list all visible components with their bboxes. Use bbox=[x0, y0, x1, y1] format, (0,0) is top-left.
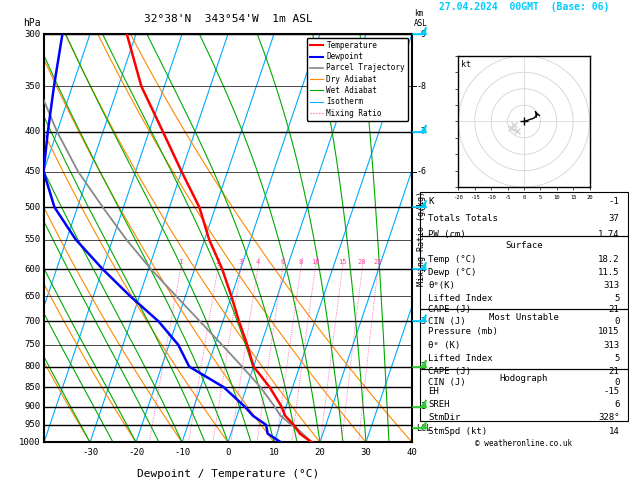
Text: CAPE (J): CAPE (J) bbox=[428, 367, 472, 376]
Text: -1: -1 bbox=[609, 197, 620, 206]
Text: 700: 700 bbox=[25, 317, 40, 326]
Text: 4: 4 bbox=[255, 259, 260, 265]
Text: StmDir: StmDir bbox=[428, 414, 460, 422]
Text: hPa: hPa bbox=[23, 18, 40, 28]
Text: K: K bbox=[428, 197, 434, 206]
Bar bbox=[420, 236, 628, 309]
Text: 313: 313 bbox=[603, 341, 620, 349]
Text: 0: 0 bbox=[225, 449, 231, 457]
Text: Temp (°C): Temp (°C) bbox=[428, 255, 477, 263]
Text: -8: -8 bbox=[416, 82, 426, 91]
Text: 40: 40 bbox=[406, 449, 418, 457]
Bar bbox=[420, 192, 628, 236]
Text: km
ASL: km ASL bbox=[414, 9, 428, 28]
Text: 500: 500 bbox=[25, 203, 40, 212]
Text: Lifted Index: Lifted Index bbox=[428, 294, 493, 303]
Text: -30: -30 bbox=[82, 449, 98, 457]
Text: 20: 20 bbox=[314, 449, 325, 457]
Text: 37: 37 bbox=[609, 214, 620, 223]
Text: -5: -5 bbox=[416, 203, 426, 212]
Text: 650: 650 bbox=[25, 292, 40, 301]
Text: Pressure (mb): Pressure (mb) bbox=[428, 328, 498, 336]
Text: Most Unstable: Most Unstable bbox=[489, 313, 559, 323]
Text: LCL: LCL bbox=[416, 424, 431, 433]
Text: CIN (J): CIN (J) bbox=[428, 378, 466, 387]
Text: 313: 313 bbox=[603, 281, 620, 290]
Text: CIN (J): CIN (J) bbox=[428, 317, 466, 326]
Text: EH: EH bbox=[428, 387, 439, 396]
Text: 900: 900 bbox=[25, 402, 40, 411]
Text: Dewp (°C): Dewp (°C) bbox=[428, 268, 477, 277]
Text: PW (cm): PW (cm) bbox=[428, 230, 466, 239]
Text: 850: 850 bbox=[25, 382, 40, 392]
Text: 3: 3 bbox=[238, 259, 243, 265]
Text: 10: 10 bbox=[269, 449, 279, 457]
Text: -9: -9 bbox=[416, 30, 426, 38]
Text: 5: 5 bbox=[614, 354, 620, 363]
Text: -10: -10 bbox=[174, 449, 190, 457]
Text: -3: -3 bbox=[416, 317, 426, 326]
Text: 11.5: 11.5 bbox=[598, 268, 620, 277]
Text: 800: 800 bbox=[25, 362, 40, 371]
Text: Mixing Ratio (g/kg): Mixing Ratio (g/kg) bbox=[417, 191, 426, 286]
Text: -20: -20 bbox=[128, 449, 144, 457]
Text: 1: 1 bbox=[179, 259, 182, 265]
Text: 27.04.2024  00GMT  (Base: 06): 27.04.2024 00GMT (Base: 06) bbox=[439, 2, 609, 12]
Text: -15: -15 bbox=[603, 387, 620, 396]
Text: Surface: Surface bbox=[505, 241, 543, 250]
Text: -4: -4 bbox=[416, 264, 426, 274]
Text: 300: 300 bbox=[25, 30, 40, 38]
Text: 400: 400 bbox=[25, 127, 40, 136]
Text: CAPE (J): CAPE (J) bbox=[428, 305, 472, 314]
Legend: Temperature, Dewpoint, Parcel Trajectory, Dry Adiabat, Wet Adiabat, Isotherm, Mi: Temperature, Dewpoint, Parcel Trajectory… bbox=[306, 38, 408, 121]
Text: 2: 2 bbox=[216, 259, 220, 265]
Text: θᵉ (K): θᵉ (K) bbox=[428, 341, 460, 349]
Text: 350: 350 bbox=[25, 82, 40, 91]
Text: 10: 10 bbox=[311, 259, 320, 265]
Text: Lifted Index: Lifted Index bbox=[428, 354, 493, 363]
Text: 1000: 1000 bbox=[19, 438, 40, 447]
Text: 0: 0 bbox=[614, 317, 620, 326]
Text: 1.74: 1.74 bbox=[598, 230, 620, 239]
Text: 1015: 1015 bbox=[598, 328, 620, 336]
Text: 8: 8 bbox=[299, 259, 303, 265]
Text: θᵉ(K): θᵉ(K) bbox=[428, 281, 455, 290]
Text: 550: 550 bbox=[25, 235, 40, 244]
Text: 5: 5 bbox=[614, 294, 620, 303]
Text: 14: 14 bbox=[609, 427, 620, 435]
Text: © weatheronline.co.uk: © weatheronline.co.uk bbox=[476, 439, 572, 448]
Text: -1: -1 bbox=[416, 402, 426, 411]
Text: 750: 750 bbox=[25, 340, 40, 349]
Text: Totals Totals: Totals Totals bbox=[428, 214, 498, 223]
Text: 21: 21 bbox=[609, 305, 620, 314]
Text: 328°: 328° bbox=[598, 414, 620, 422]
Text: 6: 6 bbox=[614, 400, 620, 409]
Text: 30: 30 bbox=[360, 449, 371, 457]
Text: 450: 450 bbox=[25, 167, 40, 176]
Bar bbox=[420, 309, 628, 369]
Text: kt: kt bbox=[461, 60, 471, 69]
Text: StmSpd (kt): StmSpd (kt) bbox=[428, 427, 487, 435]
Text: -7: -7 bbox=[416, 127, 426, 136]
Text: 600: 600 bbox=[25, 264, 40, 274]
Text: 15: 15 bbox=[338, 259, 347, 265]
Text: 18.2: 18.2 bbox=[598, 255, 620, 263]
Text: SREH: SREH bbox=[428, 400, 450, 409]
Text: 950: 950 bbox=[25, 420, 40, 429]
Text: 6: 6 bbox=[281, 259, 285, 265]
Text: Hodograph: Hodograph bbox=[500, 374, 548, 383]
Bar bbox=[420, 369, 628, 421]
Text: 25: 25 bbox=[374, 259, 382, 265]
Text: -6: -6 bbox=[416, 167, 426, 176]
Text: Dewpoint / Temperature (°C): Dewpoint / Temperature (°C) bbox=[137, 469, 319, 479]
Text: 20: 20 bbox=[358, 259, 367, 265]
Text: 21: 21 bbox=[609, 367, 620, 376]
Text: 32°38'N  343°54'W  1m ASL: 32°38'N 343°54'W 1m ASL bbox=[143, 14, 313, 24]
Text: -2: -2 bbox=[416, 362, 426, 371]
Text: 0: 0 bbox=[614, 378, 620, 387]
